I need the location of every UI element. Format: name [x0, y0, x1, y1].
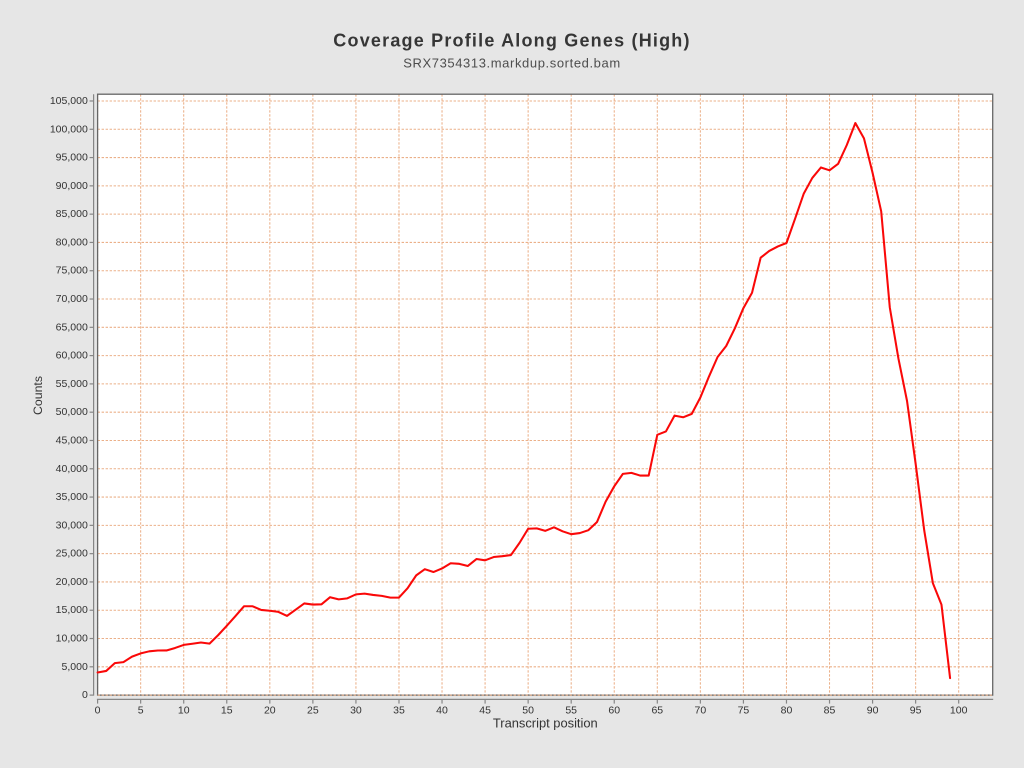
svg-text:95: 95 — [910, 704, 922, 716]
svg-text:75: 75 — [738, 704, 750, 716]
svg-text:0: 0 — [82, 689, 88, 701]
svg-text:Transcript position: Transcript position — [493, 716, 598, 731]
svg-text:45: 45 — [479, 704, 491, 716]
svg-text:70: 70 — [695, 704, 707, 716]
svg-text:55: 55 — [565, 704, 577, 716]
svg-text:20: 20 — [264, 704, 276, 716]
svg-text:30: 30 — [350, 704, 362, 716]
svg-text:55,000: 55,000 — [56, 378, 88, 390]
svg-text:15,000: 15,000 — [56, 604, 88, 616]
svg-text:70,000: 70,000 — [56, 293, 88, 305]
svg-text:5,000: 5,000 — [62, 661, 88, 673]
svg-text:60: 60 — [608, 704, 620, 716]
svg-text:65,000: 65,000 — [56, 321, 88, 333]
svg-text:10,000: 10,000 — [56, 633, 88, 645]
svg-text:50: 50 — [522, 704, 534, 716]
svg-text:85,000: 85,000 — [56, 208, 88, 220]
svg-text:25: 25 — [307, 704, 319, 716]
svg-text:40: 40 — [436, 704, 448, 716]
svg-text:100,000: 100,000 — [50, 123, 88, 135]
svg-text:90: 90 — [867, 704, 879, 716]
svg-text:40,000: 40,000 — [56, 463, 88, 475]
svg-text:25,000: 25,000 — [56, 548, 88, 560]
svg-text:60,000: 60,000 — [56, 350, 88, 362]
svg-text:20,000: 20,000 — [56, 576, 88, 588]
svg-text:Coverage Profile Along Genes (: Coverage Profile Along Genes (High) — [333, 30, 690, 50]
svg-text:90,000: 90,000 — [56, 180, 88, 192]
svg-text:105,000: 105,000 — [50, 95, 88, 107]
svg-text:100: 100 — [950, 704, 968, 716]
svg-text:30,000: 30,000 — [56, 519, 88, 531]
svg-text:Counts: Counts — [31, 376, 45, 415]
svg-text:95,000: 95,000 — [56, 152, 88, 164]
svg-text:5: 5 — [138, 704, 144, 716]
svg-text:65: 65 — [651, 704, 663, 716]
svg-text:80,000: 80,000 — [56, 236, 88, 248]
svg-text:45,000: 45,000 — [56, 434, 88, 446]
svg-text:85: 85 — [824, 704, 836, 716]
svg-text:35: 35 — [393, 704, 405, 716]
svg-text:35,000: 35,000 — [56, 491, 88, 503]
svg-text:50,000: 50,000 — [56, 406, 88, 418]
svg-text:80: 80 — [781, 704, 793, 716]
svg-text:SRX7354313.markdup.sorted.bam: SRX7354313.markdup.sorted.bam — [403, 56, 621, 71]
svg-text:75,000: 75,000 — [56, 265, 88, 277]
svg-text:0: 0 — [95, 704, 101, 716]
svg-text:10: 10 — [178, 704, 190, 716]
svg-text:15: 15 — [221, 704, 233, 716]
